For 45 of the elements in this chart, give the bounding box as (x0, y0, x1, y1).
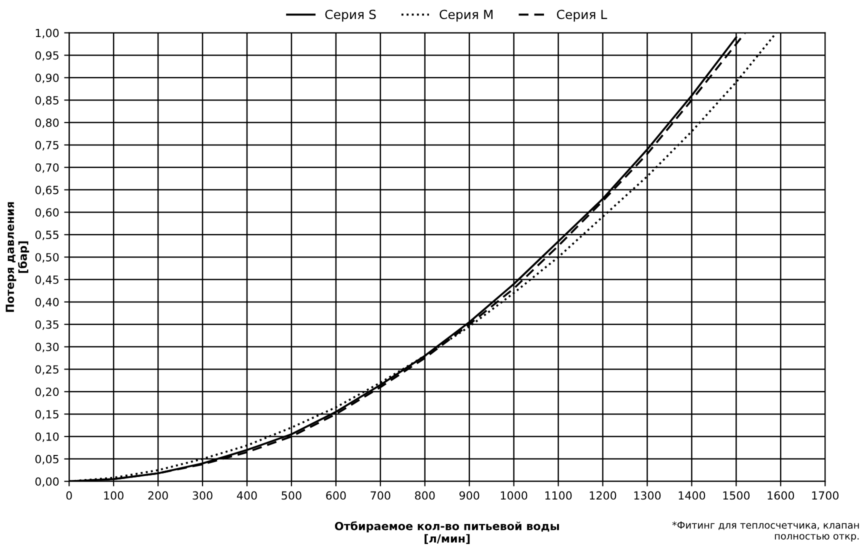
y-tick-label: 0,50 (35, 253, 59, 263)
x-tick-label: 400 (236, 491, 257, 500)
x-tick-label: 1200 (590, 491, 616, 500)
x-tick-label: 1600 (768, 491, 794, 500)
y-tick-label: 0,30 (35, 342, 59, 352)
x-tick-label: 300 (192, 491, 212, 500)
y-tick-label: 0,85 (35, 96, 58, 106)
x-tick-label: 100 (104, 491, 124, 500)
y-tick-label: 0,35 (35, 320, 58, 330)
legend-label: Серия L (556, 10, 608, 22)
y-tick-label: 0,90 (35, 74, 59, 84)
x-tick-label: 900 (459, 491, 480, 500)
y-axis-title: Потеря давления [бар] (6, 202, 30, 312)
y-tick-label: 0,60 (35, 208, 59, 218)
y-tick-label: 0,25 (35, 365, 58, 375)
x-tick-label: 500 (282, 491, 302, 500)
x-tick-label: 1100 (545, 491, 572, 500)
y-tick-label: 0,00 (35, 477, 59, 487)
y-tick-label: 0,70 (35, 163, 59, 173)
legend-label: Серия M (440, 10, 493, 22)
y-tick-label: 0,55 (35, 230, 58, 240)
x-tick-label: 800 (415, 491, 435, 500)
x-tick-label: 1300 (634, 491, 661, 500)
x-tick-label: 1700 (812, 491, 839, 500)
text: *Фитинг для теплосчетчика, клапан полностью откр. (672, 521, 859, 542)
y-tick-label: 0,40 (35, 298, 59, 308)
x-tick-label: 700 (370, 491, 390, 500)
x-tick-label: 0 (66, 491, 72, 500)
x-tick-label: 1500 (723, 491, 750, 500)
x-tick-label: 600 (326, 491, 346, 500)
y-tick-label: 0,95 (35, 51, 58, 61)
y-tick-label: 0,15 (35, 410, 58, 420)
y-tick-label: 0,45 (35, 275, 58, 286)
x-tick-label: 1000 (500, 491, 528, 500)
y-tick-label: 0,10 (35, 432, 59, 442)
y-tick-label: 0,80 (35, 118, 59, 128)
x-axis-title: Отбираемое кол-во питьевой воды [л/мин] (334, 521, 559, 544)
x-tick-label: 1400 (678, 491, 706, 500)
legend-label: Серия S (325, 10, 376, 22)
x-tick-label: 200 (148, 491, 168, 500)
y-tick-label: 1,00 (36, 28, 59, 38)
y-tick-label: 0,75 (35, 140, 58, 150)
y-tick-label: 0,20 (35, 388, 59, 398)
y-tick-label: 0,65 (35, 186, 58, 196)
y-tick-label: 0,05 (35, 454, 58, 464)
